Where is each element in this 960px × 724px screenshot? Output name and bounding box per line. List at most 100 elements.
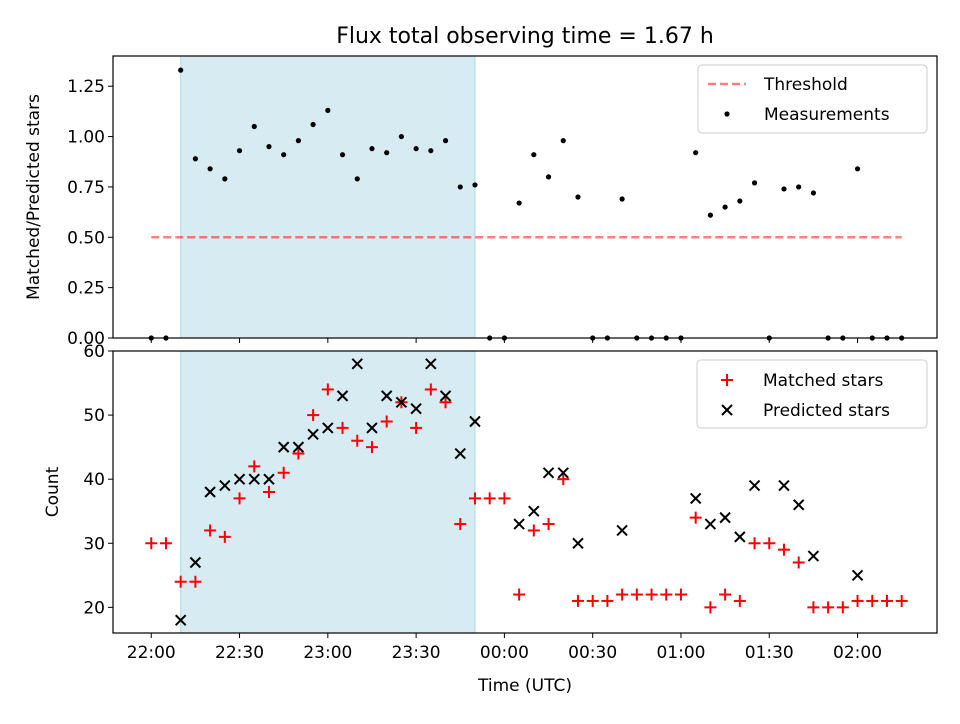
matched-star-point xyxy=(145,537,158,550)
x-tick-label: 23:30 xyxy=(392,643,441,663)
matched-star-point xyxy=(807,601,820,614)
measurement-point xyxy=(796,184,802,190)
predicted-star-point xyxy=(748,479,761,492)
y-tick-label: 1.00 xyxy=(67,128,105,148)
matched-star-point xyxy=(836,601,849,614)
matched-star-point xyxy=(262,486,275,498)
predicted-star-point xyxy=(189,556,202,569)
matched-star-point xyxy=(674,588,687,601)
predicted-star-point xyxy=(851,569,864,582)
matched-star-point xyxy=(380,415,393,428)
y-tick-label: 0.50 xyxy=(67,228,105,248)
matched-legend-label: Matched stars xyxy=(763,371,883,391)
predicted-star-point xyxy=(439,390,452,402)
matched-star-point xyxy=(704,601,717,614)
predicted-star-point xyxy=(380,390,393,402)
matched-star-point xyxy=(616,588,629,601)
bottom-legend: Matched stars Predicted stars xyxy=(696,359,928,429)
matched-star-point xyxy=(777,543,790,556)
matched-star-point xyxy=(424,383,437,396)
matched-star-point xyxy=(351,434,364,447)
predicted-star-point xyxy=(616,524,628,537)
measurement-point xyxy=(575,194,581,200)
predicted-star-point xyxy=(469,415,481,428)
matched-star-point xyxy=(189,575,202,588)
y-tick-label: 40 xyxy=(83,470,105,490)
x-tick-label: 00:30 xyxy=(568,643,617,663)
predicted-star-point xyxy=(233,473,246,485)
measurement-point xyxy=(325,107,331,113)
matched-legend-marker xyxy=(721,374,733,386)
measurement-point xyxy=(531,152,537,158)
measurement-point xyxy=(295,138,301,144)
measurement-point xyxy=(310,121,316,128)
matched-star-point xyxy=(321,383,334,396)
measurement-point xyxy=(413,146,419,152)
matched-star-point xyxy=(763,537,776,550)
bottom-legend-box xyxy=(696,359,928,429)
top-legend: Threshold Measurements xyxy=(697,64,928,134)
predicted-star-point xyxy=(778,479,790,492)
predicted-star-point xyxy=(292,441,305,453)
matched-star-point xyxy=(174,575,187,588)
bottom-axis-ticks: 20 30 40 50 60 22:00 22:30 23:00 23:30 00:00 00:30… xyxy=(83,342,882,663)
bottom-axes-frame xyxy=(112,350,938,634)
measurement-point xyxy=(354,176,360,182)
matched-star-point xyxy=(218,530,231,543)
predicted-star-point xyxy=(734,531,746,543)
measurement-point xyxy=(442,138,449,144)
matched-star-point xyxy=(557,473,570,486)
matched-star-point xyxy=(204,524,217,537)
x-tick-label: 22:30 xyxy=(215,643,264,663)
matched-star-point xyxy=(733,594,746,607)
matched-star-point xyxy=(498,492,511,505)
top-plot-marks xyxy=(148,67,905,341)
predicted-star-point xyxy=(704,518,717,530)
measurement-point xyxy=(619,196,625,202)
measurement-point xyxy=(560,138,566,144)
matched-star-point xyxy=(307,409,320,422)
predicted-star-point xyxy=(542,467,555,479)
measurement-point xyxy=(207,166,213,172)
threshold-legend-label: Threshold xyxy=(763,75,848,95)
measurement-point xyxy=(266,144,272,150)
matched-star-point xyxy=(292,447,305,460)
measurement-point xyxy=(707,212,714,218)
matched-star-point xyxy=(822,601,835,614)
measurement-point xyxy=(751,180,758,186)
measurement-point xyxy=(192,156,198,162)
predicted-star-point xyxy=(322,422,334,434)
matched-star-point xyxy=(660,588,673,601)
y-tick-label: 20 xyxy=(83,598,105,618)
x-tick-label: 00:00 xyxy=(480,643,529,663)
x-tick-label: 01:00 xyxy=(656,643,705,663)
predicted-star-point xyxy=(277,441,290,453)
bottom-y-axis-label: Count xyxy=(43,466,63,517)
matched-star-point xyxy=(454,518,467,531)
measurement-point xyxy=(810,190,817,196)
observing-interval-band xyxy=(180,55,476,339)
measurement-point xyxy=(737,198,743,204)
chart-title: Flux total observing time = 1.67 h xyxy=(336,24,714,49)
measurement-point xyxy=(428,148,434,154)
measurement-point xyxy=(722,204,728,210)
y-tick-label: 60 xyxy=(83,342,105,362)
measurement-point xyxy=(369,146,375,152)
top-y-axis-label: Matched/Predicted stars xyxy=(24,94,44,300)
predicted-star-point xyxy=(219,479,231,492)
x-tick-label: 22:00 xyxy=(127,643,176,663)
measurement-point xyxy=(251,123,257,130)
matched-star-point xyxy=(792,556,805,569)
matched-star-point xyxy=(719,588,732,601)
matched-star-point xyxy=(630,588,643,601)
predicted-star-point xyxy=(336,390,349,402)
predicted-star-point xyxy=(513,518,525,530)
predicted-star-point xyxy=(425,358,437,370)
measurements-legend-label: Measurements xyxy=(764,105,890,125)
measurement-point xyxy=(384,150,390,156)
bottom-shaded-interval xyxy=(180,350,476,634)
predicted-star-point xyxy=(395,396,408,408)
matched-star-point xyxy=(866,594,879,607)
measurement-point xyxy=(781,186,787,192)
matched-star-point xyxy=(527,524,540,537)
